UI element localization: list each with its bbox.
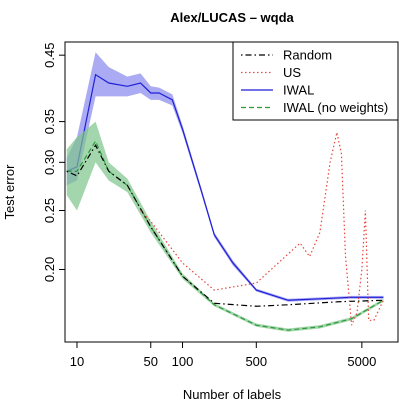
plot-frame <box>64 41 399 343</box>
chart-title: Alex/LUCAS – wqda <box>170 10 294 25</box>
y-tick-label: 0.35 <box>42 109 57 134</box>
y-tick-label: 0.45 <box>42 43 57 68</box>
x-tick-label: 5000 <box>347 354 376 369</box>
x-tick-label: 500 <box>245 354 267 369</box>
line <box>66 144 384 307</box>
y-tick-label: 0.25 <box>42 198 57 223</box>
legend-label: US <box>283 65 301 80</box>
x-tick-label: 50 <box>144 354 158 369</box>
y-tick-label: 0.30 <box>42 150 57 175</box>
line <box>66 73 384 301</box>
legend-label: IWAL <box>283 83 314 98</box>
x-tick-label: 10 <box>70 354 84 369</box>
y-tick-label: 0.20 <box>42 257 57 282</box>
x-axis-label: Number of labels <box>183 387 282 402</box>
error-band <box>66 121 384 332</box>
y-axis-label: Test error <box>2 164 17 220</box>
line <box>140 132 384 326</box>
x-tick-label: 100 <box>172 354 194 369</box>
legend-label: IWAL (no weights) <box>283 100 388 115</box>
line <box>66 139 384 331</box>
legend-label: Random <box>283 48 332 63</box>
